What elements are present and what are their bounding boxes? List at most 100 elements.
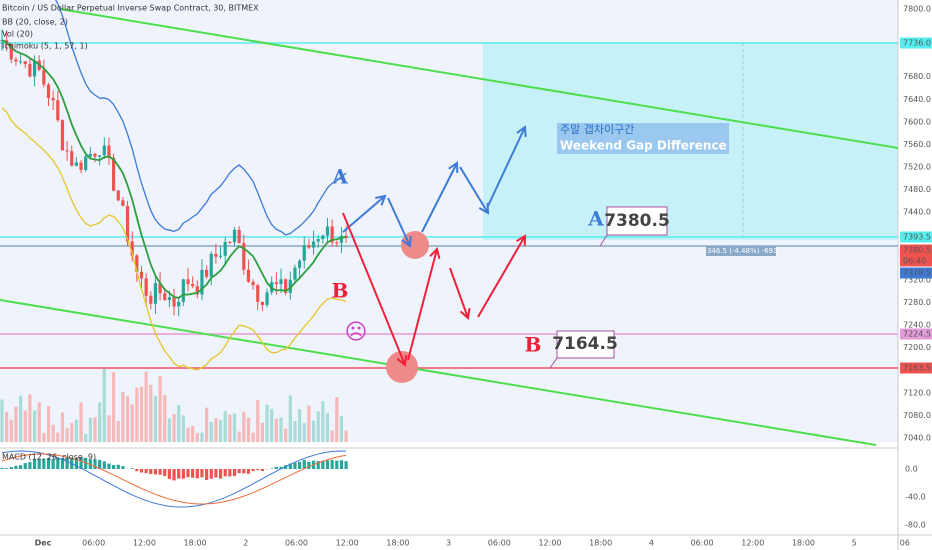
volume-bar — [98, 402, 102, 442]
candle-body — [181, 279, 185, 302]
volume-bar — [307, 405, 311, 442]
volume-bar — [5, 411, 9, 442]
range-info-box — [706, 246, 776, 256]
range-info: -346.5 (-4.48%) -693 — [704, 247, 777, 255]
candle-body — [344, 235, 348, 238]
macd-hist — [14, 465, 18, 469]
macd-hist — [139, 469, 144, 473]
volume-bar — [23, 410, 27, 442]
candle-body — [228, 241, 232, 243]
price-badge — [900, 37, 932, 49]
macd-hist — [153, 469, 158, 475]
forecast-arrow — [342, 212, 406, 366]
candle-body — [214, 253, 218, 257]
volume-bar — [191, 425, 195, 442]
volume-bar — [330, 430, 334, 442]
volume-bar — [121, 391, 125, 442]
candle-body — [130, 241, 134, 256]
price-label: 7640.0 — [903, 95, 931, 104]
price-badge — [900, 267, 932, 279]
candle-body — [218, 255, 223, 257]
macd-hist — [218, 469, 223, 479]
volume-bar — [74, 419, 78, 442]
volume-bar — [293, 421, 297, 442]
price-label: 7520.0 — [903, 163, 931, 172]
volume-bar — [167, 418, 171, 442]
macd-hist — [172, 469, 176, 481]
volume-bar — [28, 394, 32, 442]
candle-body — [237, 229, 241, 244]
price-label: 7440.0 — [903, 208, 931, 217]
macd-hist — [223, 469, 227, 477]
candle-body — [23, 61, 27, 65]
volume-bar — [195, 433, 199, 442]
macd-label: -40.0 — [905, 493, 926, 502]
candle-body — [121, 200, 125, 206]
time-label: 12:00 — [538, 539, 561, 548]
price-badge — [900, 231, 932, 243]
macd-hist — [19, 465, 23, 469]
candle-body — [19, 61, 23, 63]
volume-bar — [172, 413, 176, 442]
macd-hist — [84, 457, 88, 469]
label-a: A — [587, 207, 604, 231]
volume-bar — [79, 402, 83, 442]
volume-bar — [265, 404, 269, 442]
candle-body — [246, 269, 251, 282]
price-label: 7480.0 — [903, 185, 931, 194]
macd-hist — [246, 469, 251, 474]
bb-upper — [54, 0, 347, 236]
volume-bar — [246, 417, 251, 442]
time-label: 2 — [243, 539, 248, 548]
volume-bar — [70, 422, 74, 442]
volume-bar — [232, 413, 237, 442]
arrow-head — [516, 125, 527, 138]
candle-body — [125, 205, 130, 242]
volume-bar — [14, 406, 18, 442]
candle-body — [135, 255, 139, 272]
price-label: 7080.0 — [903, 411, 931, 420]
volume-bar — [102, 368, 106, 442]
candle-body — [84, 156, 88, 170]
macd-hist — [288, 463, 292, 469]
gap-title: Weekend Gap Difference — [560, 139, 727, 153]
price-badge-label: 7393.5 — [903, 233, 931, 242]
volume-bar — [209, 421, 213, 442]
candle-body — [32, 60, 37, 77]
macd-hist — [209, 469, 213, 479]
arrow-head — [478, 202, 490, 215]
volume-bar — [279, 417, 283, 442]
arrow-head — [448, 161, 459, 174]
volume-bar — [130, 404, 134, 442]
arrow-head — [515, 234, 527, 247]
volume-bar — [163, 395, 167, 442]
volume-bar — [135, 387, 139, 442]
candle-body — [93, 153, 97, 157]
candle-body — [14, 59, 18, 62]
macd-hist — [228, 469, 232, 477]
price-badge-label: 7736.0 — [903, 39, 931, 48]
volume-bar — [116, 420, 120, 442]
bb-lower — [1, 107, 347, 371]
macd-hist — [321, 460, 325, 469]
volume-bar — [42, 433, 46, 442]
macd-hist — [325, 460, 330, 469]
volume-bar — [321, 400, 325, 442]
volume-bar — [37, 402, 41, 442]
volume-bar — [237, 431, 241, 442]
volume-bar — [56, 432, 60, 442]
macd-hist — [42, 458, 46, 469]
macd-hist — [177, 469, 181, 479]
volume-bar — [153, 395, 158, 442]
price-badge-label: 7163.5 — [903, 364, 931, 373]
macd-label: -80.0 — [905, 521, 926, 530]
price-label: 7320.0 — [903, 275, 931, 284]
macd-hist — [186, 469, 190, 478]
forecast-arrow — [487, 126, 526, 207]
volume-bar — [339, 416, 344, 442]
macd-hist — [144, 469, 148, 474]
macd-hist — [32, 459, 37, 469]
candle-body — [330, 226, 334, 243]
macd-hist — [307, 461, 311, 469]
